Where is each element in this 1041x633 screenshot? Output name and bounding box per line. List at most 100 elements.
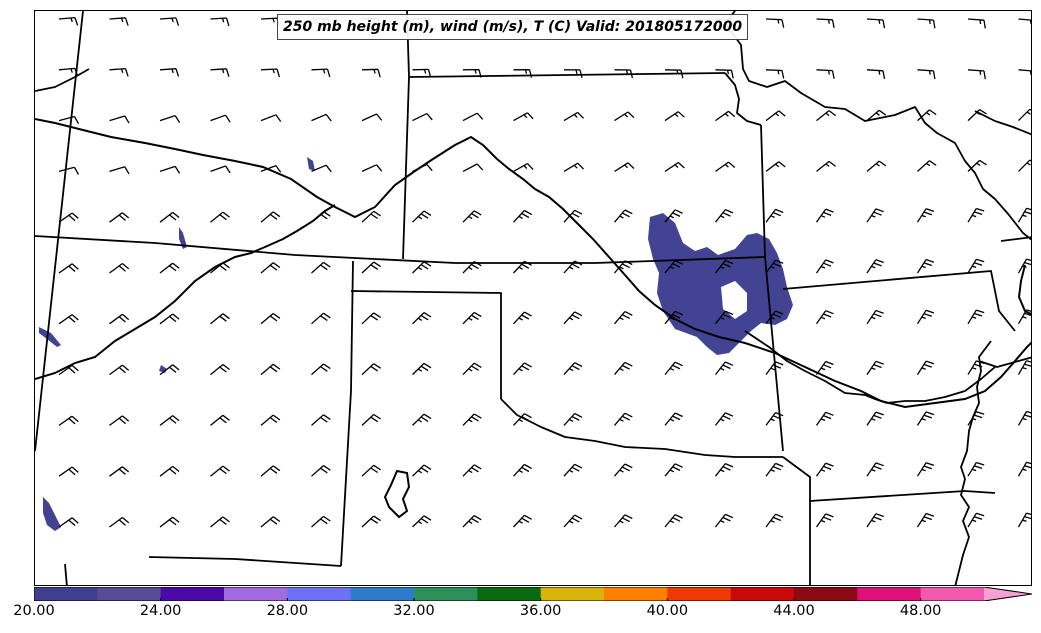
colorbar-bin-12 (794, 587, 858, 601)
wind-barb (361, 113, 383, 122)
wind-barb (159, 516, 180, 528)
colorbar-bin-11 (730, 587, 795, 601)
wind-barb (58, 212, 79, 223)
wind-barb (1018, 108, 1031, 122)
wind-barb (967, 207, 985, 223)
wind-barb (412, 464, 432, 477)
wind-barb (614, 162, 635, 172)
wind-barb (563, 412, 583, 426)
colorbar-bin-9 (604, 587, 668, 601)
height-contour-1 (35, 118, 1031, 409)
wind-barb (513, 112, 534, 122)
map-title: 250 mb height (m), wind (m/s), T (C) Val… (277, 14, 749, 40)
wind-barb (159, 165, 181, 174)
wind-barb (513, 311, 532, 325)
wind-barb (765, 462, 784, 477)
wind-barb (361, 515, 381, 528)
wind-barb (109, 516, 130, 528)
wind-barb (967, 69, 986, 80)
wind-barb (916, 462, 935, 477)
height-contour-4 (1017, 264, 1031, 316)
wind-barb (765, 18, 785, 28)
border-ar-la (782, 456, 811, 585)
wind-barb (361, 413, 381, 426)
wind-barb (210, 414, 230, 426)
border-tn-ky (974, 110, 1031, 136)
wind-barb (614, 111, 635, 122)
wind-barb (159, 17, 180, 26)
wind-barb (866, 259, 884, 274)
wind-barb (866, 69, 886, 80)
wind-barb (462, 210, 482, 223)
colorbar-tick-label: 28.00 (266, 603, 309, 619)
wind-barb (311, 211, 331, 223)
wind-barb (815, 513, 834, 528)
height-contour-2 (35, 204, 336, 380)
height-contour-3 (383, 469, 411, 519)
colorbar-bin-14 (920, 587, 985, 601)
wind-barb (361, 363, 381, 376)
wind-barb (866, 208, 884, 223)
wind-barb (412, 163, 433, 172)
wind-barbs (58, 16, 1031, 528)
colorbar-tick-label: 44.00 (773, 603, 815, 619)
wind-barb (1017, 410, 1031, 426)
colorbar-tick-label: 20.00 (13, 603, 55, 619)
wind-barb (563, 362, 583, 376)
wind-barb (563, 111, 585, 122)
colorbar-tick-label: 36.00 (519, 603, 562, 619)
wind-barb (260, 211, 281, 223)
wind-barb (462, 163, 484, 172)
wind-barb (765, 110, 786, 122)
border-ne-ia (724, 72, 762, 126)
colorbar (34, 587, 1032, 601)
wind-barb (967, 411, 985, 426)
wind-barb (58, 166, 80, 175)
wind-barb (58, 517, 79, 528)
border-bottom (148, 556, 342, 567)
wind-barb (563, 463, 583, 477)
wind-barb (159, 364, 180, 376)
wind-barb (714, 209, 734, 223)
wind-barb (260, 516, 281, 528)
wind-barb (866, 309, 884, 325)
wind-barb (815, 411, 834, 426)
colorbar-bin-4 (287, 587, 352, 601)
wind-barb (513, 413, 532, 426)
temperature-shading (39, 157, 793, 531)
wind-barb (967, 461, 985, 477)
wind-barb (664, 361, 683, 376)
wind-barb (563, 209, 583, 223)
border-top-left (35, 68, 90, 92)
wind-barb (361, 312, 381, 325)
wind-barb (513, 463, 532, 477)
wind-barb (311, 68, 331, 78)
wind-barb (715, 69, 734, 79)
wind-barb (159, 211, 180, 223)
wind-barb (412, 362, 432, 376)
wind-barb (765, 411, 784, 426)
wind-barb (361, 261, 381, 274)
wind-barb (412, 113, 433, 122)
wind-barb (462, 515, 482, 528)
wind-barb (614, 514, 633, 528)
wind-barb (58, 314, 79, 325)
wind-barb (614, 463, 633, 477)
wind-barb (714, 259, 734, 274)
colorbar-bin-0 (34, 587, 98, 601)
colorbar-bin-1 (97, 587, 162, 601)
wind-barb (210, 17, 230, 27)
map-canvas (35, 11, 1031, 585)
wind-barb (916, 512, 935, 528)
wind-barb (109, 466, 130, 477)
wind-barb (210, 465, 230, 477)
wind-barb (462, 68, 482, 78)
wind-barb (664, 463, 683, 477)
wind-barb (260, 68, 281, 78)
wind-barb (109, 17, 129, 26)
wind-barb (563, 162, 585, 172)
wind-barb (210, 313, 230, 325)
wind-barb (361, 164, 383, 172)
wind-barb (765, 161, 786, 172)
wind-barb (58, 466, 79, 477)
